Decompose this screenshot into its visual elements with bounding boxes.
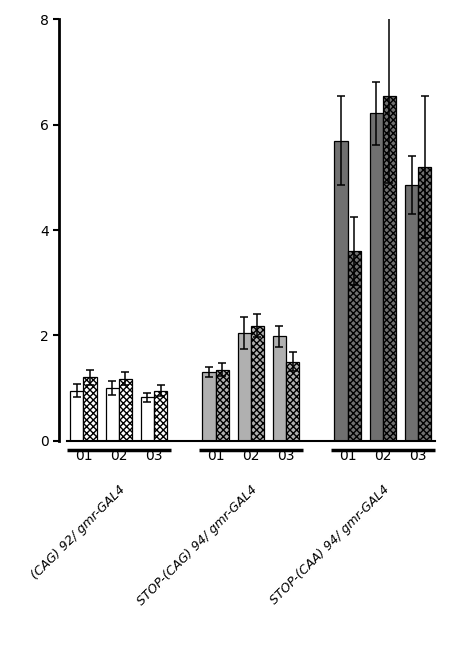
Bar <box>347 251 360 441</box>
Bar <box>237 332 250 441</box>
Bar <box>272 336 285 441</box>
Text: STOP-(CAA) 94/ gmr-GAL4: STOP-(CAA) 94/ gmr-GAL4 <box>267 483 391 607</box>
Bar <box>118 378 131 441</box>
Text: STOP-(CAG) 94/ gmr-GAL4: STOP-(CAG) 94/ gmr-GAL4 <box>135 483 259 608</box>
Text: (CAG) 92/ gmr-GAL4: (CAG) 92/ gmr-GAL4 <box>29 483 128 582</box>
Bar <box>369 113 382 441</box>
Bar <box>417 167 430 441</box>
Bar <box>250 326 263 441</box>
Bar <box>154 391 167 441</box>
Bar <box>70 391 83 441</box>
Bar <box>404 185 417 441</box>
Bar <box>215 369 228 441</box>
Bar <box>285 362 298 441</box>
Bar <box>83 377 96 441</box>
Bar <box>105 388 118 441</box>
Bar <box>334 141 347 441</box>
Bar <box>202 372 215 441</box>
Bar <box>141 397 154 441</box>
Bar <box>382 96 395 441</box>
